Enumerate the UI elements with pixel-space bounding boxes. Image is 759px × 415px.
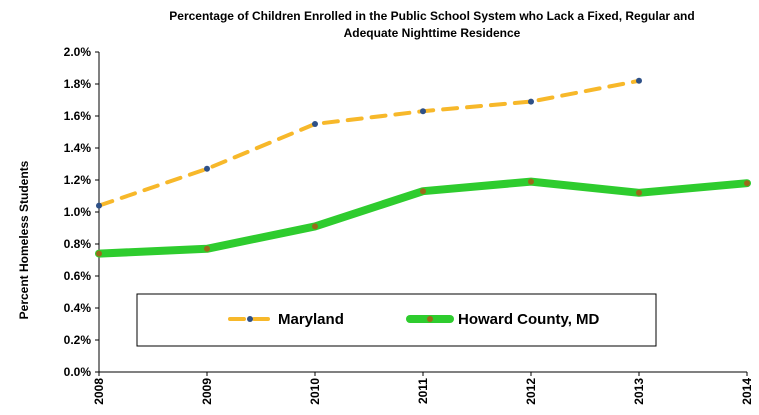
data-point — [636, 77, 642, 84]
data-point — [312, 223, 318, 230]
x-tick-label: 2012 — [524, 378, 538, 405]
x-tick-label: 2011 — [416, 378, 430, 404]
x-tick-label: 2009 — [200, 378, 214, 405]
y-tick-label: 0.8% — [64, 237, 92, 251]
data-point — [96, 250, 102, 257]
y-tick-label: 0.0% — [64, 365, 92, 379]
legend-label: Maryland — [278, 311, 344, 328]
y-tick-label: 0.4% — [64, 301, 92, 315]
y-tick-label: 0.6% — [64, 269, 92, 283]
data-point — [420, 188, 426, 195]
y-axis-label: Percent Homeless Students — [17, 160, 31, 319]
legend: Maryland Howard County, MD — [136, 293, 657, 347]
y-tick-label: 1.6% — [64, 109, 92, 123]
y-tick-label: 1.8% — [64, 77, 92, 91]
y-tick-label: 1.4% — [64, 141, 92, 155]
data-point — [204, 165, 210, 172]
data-point — [420, 108, 426, 115]
legend-box — [136, 293, 657, 347]
data-point — [744, 180, 750, 187]
data-point — [528, 178, 534, 185]
data-point — [528, 98, 534, 105]
legend-marker — [427, 316, 433, 322]
y-tick-label: 2.0% — [64, 45, 92, 59]
y-tick-label: 1.0% — [64, 205, 92, 219]
data-point — [312, 121, 318, 127]
series-lines — [95, 77, 751, 258]
x-tick-label: 2010 — [308, 378, 322, 405]
legend-label: Howard County, MD — [458, 311, 600, 328]
chart-title-line-1: Percentage of Children Enrolled in the P… — [169, 9, 694, 23]
data-point — [636, 189, 642, 196]
legend-marker — [247, 316, 253, 322]
series-line-maryland — [97, 78, 641, 208]
data-point — [96, 202, 102, 209]
data-point — [204, 245, 210, 252]
y-tick-label: 1.2% — [64, 173, 92, 187]
x-tick-label: 2014 — [740, 378, 754, 405]
x-tick-label: 2008 — [92, 378, 106, 405]
chart-title-line-2: Adequate Nighttime Residence — [344, 26, 521, 40]
y-tick-label: 0.2% — [64, 333, 92, 347]
axes: 0.0% 0.2% 0.4% 0.6% 0.8% 1.0% 1.2% 1.4% 1.6% 1.8%… — [64, 45, 754, 405]
x-tick-label: 2013 — [632, 378, 646, 405]
